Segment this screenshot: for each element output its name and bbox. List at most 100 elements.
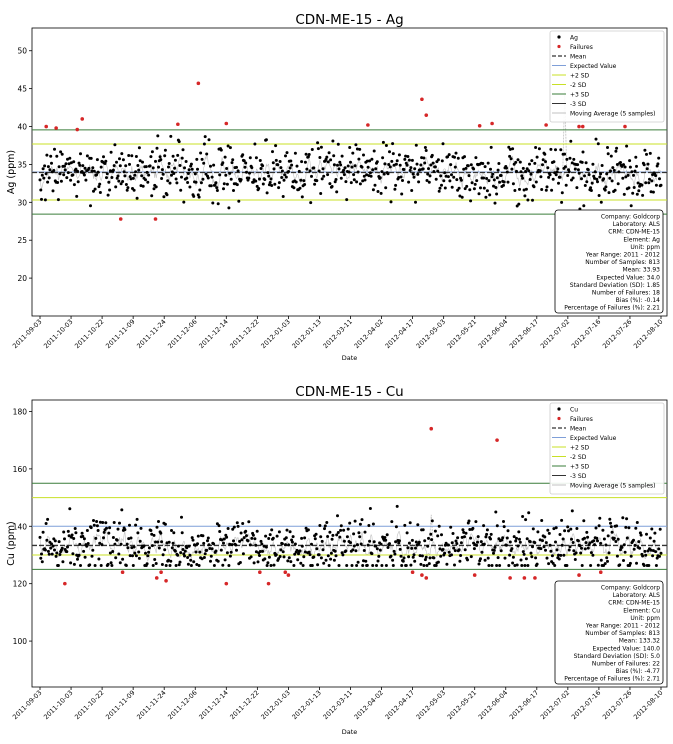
sample-point [413, 559, 417, 563]
sample-point [590, 181, 594, 185]
sample-point [467, 519, 471, 523]
sample-point [599, 200, 603, 204]
sample-point [443, 171, 447, 175]
sample-point [350, 564, 354, 567]
sample-point [368, 539, 372, 543]
sample-point [348, 521, 352, 525]
x-tick-label: 2012-01-03 [259, 689, 291, 721]
sample-point [413, 167, 417, 171]
sample-point [553, 564, 557, 567]
sample-point [133, 551, 137, 555]
sample-point [508, 540, 512, 544]
sample-point [246, 539, 250, 543]
sample-point [637, 540, 641, 544]
sample-point [264, 534, 268, 538]
sample-point [427, 167, 430, 171]
sample-point [511, 561, 515, 565]
sample-point [66, 157, 69, 161]
sample-point [552, 160, 556, 164]
failure-point [224, 581, 229, 586]
sample-point [483, 165, 487, 169]
sample-point [629, 204, 633, 208]
sample-point [241, 153, 245, 157]
sample-point [542, 545, 546, 549]
sample-point [554, 173, 558, 177]
sample-point [150, 544, 154, 548]
sample-point [640, 183, 644, 187]
sample-point [81, 534, 85, 538]
sample-point [606, 534, 610, 538]
sample-point [266, 171, 270, 175]
sample-point [269, 177, 273, 181]
sample-point [280, 542, 284, 546]
sample-point [341, 553, 345, 557]
sample-point [523, 564, 527, 567]
sample-point [205, 152, 209, 156]
sample-point [181, 148, 185, 152]
sample-point [641, 193, 645, 197]
sample-point [407, 158, 411, 162]
sample-point [585, 180, 589, 184]
sample-point [218, 530, 222, 533]
failure-point [44, 124, 49, 129]
sample-point [389, 554, 393, 558]
sample-point [337, 167, 341, 171]
chart-title: CDN-ME-15 - Cu [295, 384, 403, 400]
sample-point [434, 564, 438, 567]
sample-point [430, 519, 434, 523]
sample-point [429, 163, 433, 167]
sample-point [345, 564, 349, 567]
sample-point [310, 148, 314, 151]
sample-point [407, 180, 411, 184]
y-tick-label: 40 [17, 123, 27, 132]
sample-point [561, 537, 565, 541]
sample-points [38, 504, 663, 567]
sample-point [513, 564, 517, 567]
sample-point [154, 185, 158, 189]
sample-point [393, 187, 397, 191]
sample-point [339, 524, 343, 528]
sample-point [292, 564, 296, 567]
stats-line: Laboratory: ALS [613, 592, 661, 599]
sample-point [447, 153, 451, 157]
sample-point [206, 539, 209, 543]
sample-point [570, 178, 573, 182]
sample-point [639, 533, 643, 537]
sample-point [380, 170, 384, 174]
sample-point [548, 173, 552, 177]
sample-point [40, 560, 44, 564]
sample-point [152, 533, 156, 537]
sample-point [300, 544, 304, 548]
sample-point [572, 157, 576, 161]
sample-point [460, 195, 464, 199]
sample-point [42, 176, 46, 180]
sample-point [463, 548, 467, 552]
sample-point [582, 204, 586, 208]
sample-point [268, 181, 272, 184]
sample-point [173, 549, 177, 553]
sample-point [99, 564, 103, 567]
sample-point [295, 164, 299, 168]
sample-point [46, 165, 50, 169]
sample-point [110, 176, 114, 179]
sample-point [43, 198, 47, 202]
sample-point [597, 524, 601, 528]
sample-point [192, 560, 196, 564]
sample-point [43, 164, 47, 168]
sample-point [167, 165, 170, 169]
sample-point [486, 161, 490, 165]
sample-point [352, 173, 356, 177]
sample-point [69, 161, 73, 165]
sample-point [278, 160, 282, 163]
sample-point [492, 548, 496, 552]
sample-point [646, 162, 650, 166]
sample-point [105, 176, 108, 180]
sample-point [650, 179, 654, 183]
sample-point [136, 164, 140, 167]
sample-point [229, 177, 233, 181]
sample-point [384, 564, 388, 567]
sample-point [581, 150, 585, 154]
sample-point [466, 558, 469, 562]
legend-label: Expected Value [570, 435, 617, 442]
sample-point [47, 176, 51, 180]
